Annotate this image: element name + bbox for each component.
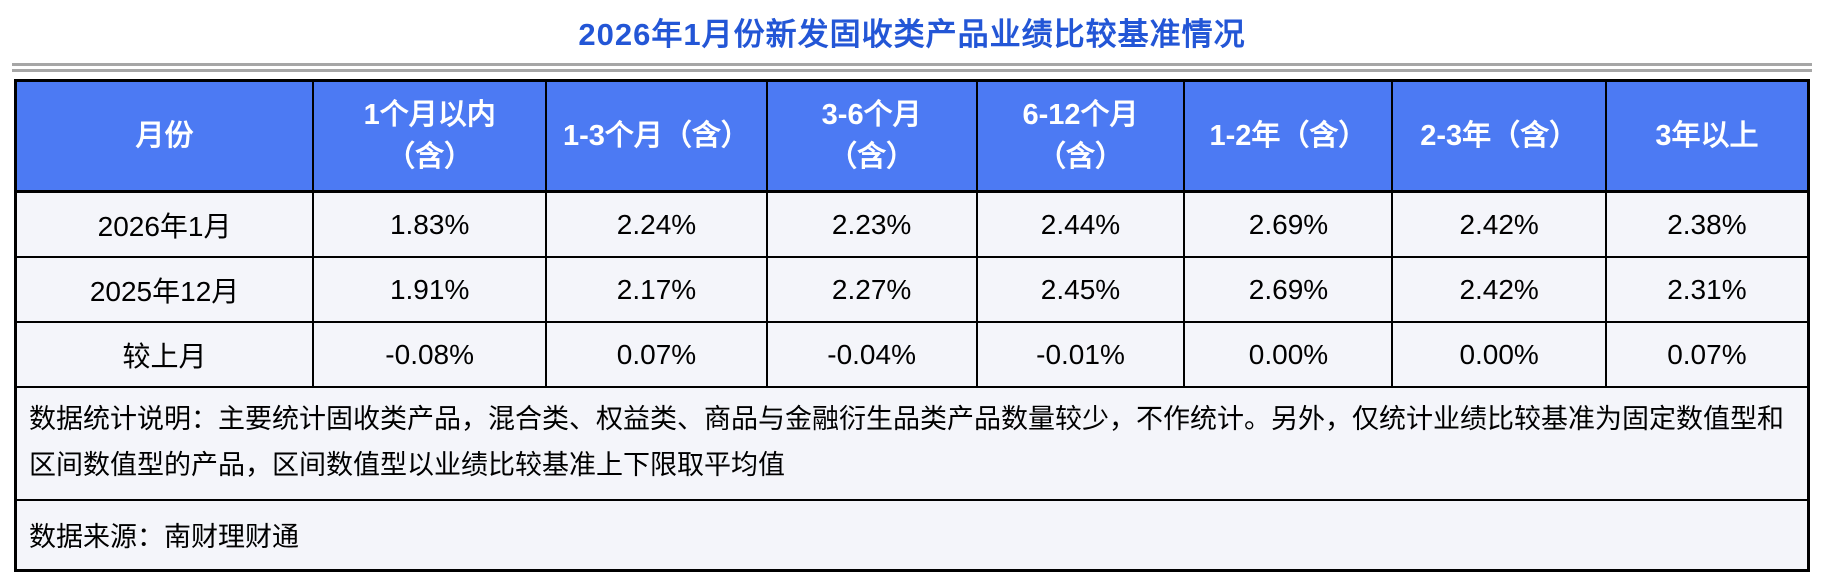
benchmark-table: 月份 1个月以内 （含） 1-3个月（含） 3-6个月 （含） 6-12个月 （… (14, 79, 1810, 572)
header-cell-within-1m: 1个月以内 （含） (312, 79, 548, 193)
data-cell: 2.31% (1604, 256, 1810, 323)
data-cell: 1.91% (312, 256, 548, 323)
table-note-row: 数据统计说明：主要统计固收类产品，混合类、权益类、商品与金融衍生品类产品数量较少… (14, 386, 1810, 501)
table-row-mom-change: 较上月 -0.08% 0.07% -0.04% -0.01% 0.00% 0.0… (14, 321, 1810, 388)
header-cell-3-6m: 3-6个月 （含） (765, 79, 978, 193)
data-cell: -0.08% (312, 321, 548, 388)
data-source: 数据来源：南财理财通 (14, 498, 1810, 572)
table-header-row: 月份 1个月以内 （含） 1-3个月（含） 3-6个月 （含） 6-12个月 （… (14, 79, 1810, 193)
statistics-note: 数据统计说明：主要统计固收类产品，混合类、权益类、商品与金融衍生品类产品数量较少… (14, 386, 1810, 501)
data-cell: 2.44% (975, 190, 1186, 258)
data-cell: 2.42% (1391, 190, 1607, 258)
header-cell-month: 月份 (14, 79, 315, 193)
data-cell: 2.38% (1604, 190, 1810, 258)
data-cell: 2.45% (975, 256, 1186, 323)
row-label: 2025年12月 (14, 256, 315, 323)
title-divider (12, 63, 1812, 72)
data-cell: 2.17% (545, 256, 768, 323)
data-cell: 2.27% (765, 256, 978, 323)
header-cell-6-12m: 6-12个月 （含） (975, 79, 1186, 193)
data-cell: 2.69% (1183, 190, 1394, 258)
table-row-2026-01: 2026年1月 1.83% 2.24% 2.23% 2.44% 2.69% 2.… (14, 190, 1810, 258)
data-cell: -0.04% (765, 321, 978, 388)
data-cell: 2.42% (1391, 256, 1607, 323)
table-row-2025-12: 2025年12月 1.91% 2.17% 2.27% 2.45% 2.69% 2… (14, 256, 1810, 323)
row-label: 2026年1月 (14, 190, 315, 258)
data-cell: 0.00% (1183, 321, 1394, 388)
data-cell: -0.01% (975, 321, 1186, 388)
data-cell: 2.69% (1183, 256, 1394, 323)
header-cell-1-3m: 1-3个月（含） (545, 79, 768, 193)
table-source-row: 数据来源：南财理财通 (14, 498, 1810, 572)
data-cell: 1.83% (312, 190, 548, 258)
data-cell: 2.24% (545, 190, 768, 258)
header-cell-2-3y: 2-3年（含） (1391, 79, 1607, 193)
header-cell-1-2y: 1-2年（含） (1183, 79, 1394, 193)
header-cell-over-3y: 3年以上 (1604, 79, 1810, 193)
data-cell: 2.23% (765, 190, 978, 258)
data-cell: 0.07% (545, 321, 768, 388)
data-cell: 0.07% (1604, 321, 1810, 388)
page-title: 2026年1月份新发固收类产品业绩比较基准情况 (578, 17, 1246, 52)
data-cell: 0.00% (1391, 321, 1607, 388)
row-label: 较上月 (14, 321, 315, 388)
